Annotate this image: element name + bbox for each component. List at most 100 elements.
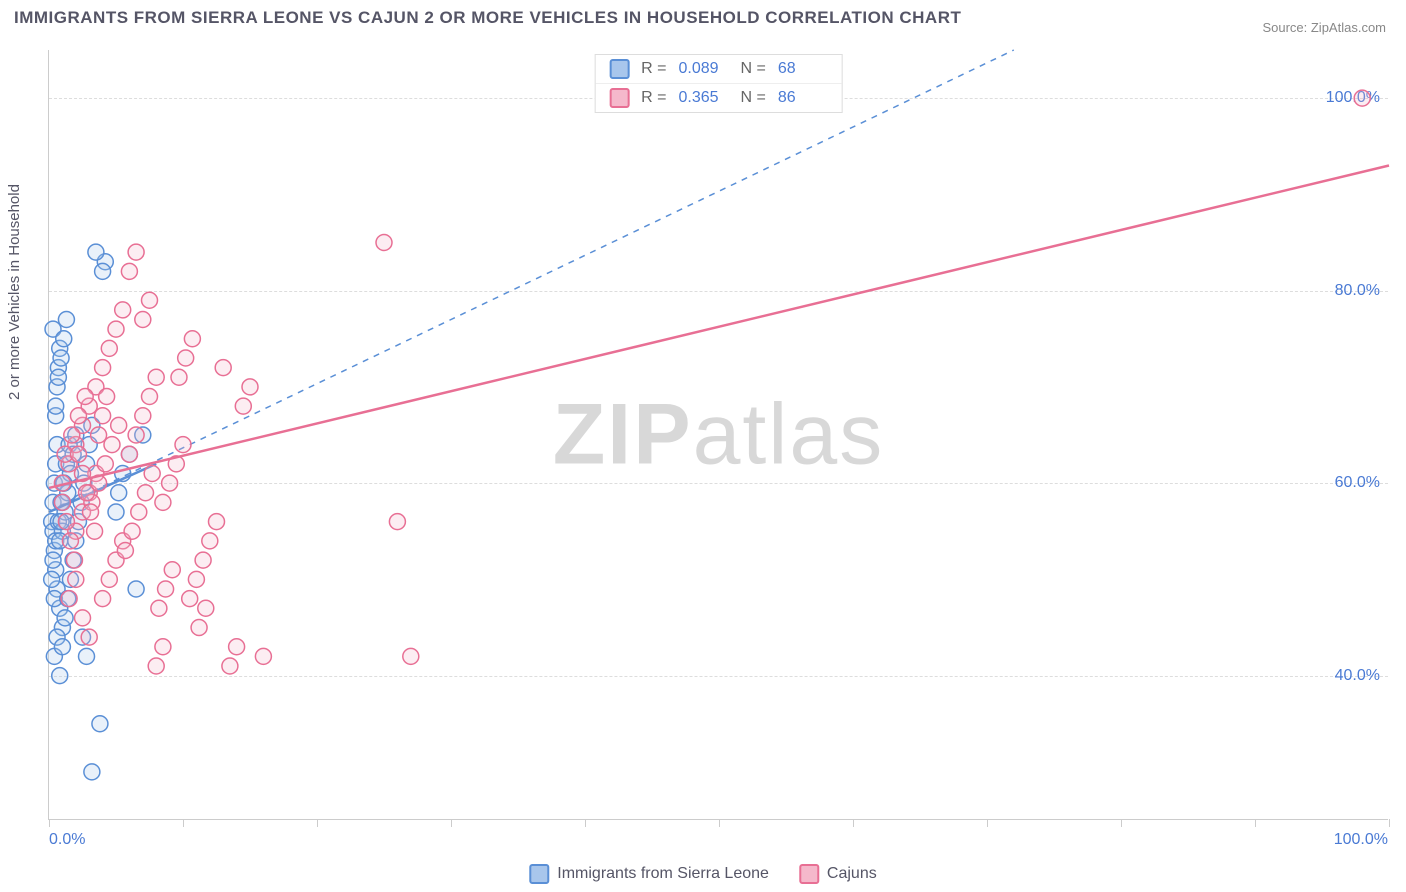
scatter-point bbox=[91, 427, 107, 443]
swatch-series1 bbox=[609, 59, 629, 79]
scatter-point bbox=[95, 408, 111, 424]
scatter-point bbox=[92, 716, 108, 732]
scatter-point bbox=[70, 408, 86, 424]
scatter-point bbox=[131, 504, 147, 520]
scatter-point bbox=[235, 398, 251, 414]
scatter-point bbox=[175, 437, 191, 453]
trendline-solid bbox=[49, 166, 1389, 488]
xtick bbox=[1389, 819, 1390, 827]
scatter-point bbox=[81, 629, 97, 645]
scatter-point bbox=[95, 360, 111, 376]
scatter-point bbox=[45, 552, 61, 568]
scatter-point bbox=[58, 312, 74, 328]
scatter-point bbox=[53, 350, 69, 366]
xtick bbox=[853, 819, 854, 827]
scatter-point bbox=[101, 340, 117, 356]
scatter-point bbox=[135, 408, 151, 424]
scatter-point bbox=[195, 552, 211, 568]
scatter-point bbox=[121, 446, 137, 462]
scatter-point bbox=[222, 658, 238, 674]
scatter-point bbox=[95, 591, 111, 607]
scatter-point bbox=[255, 648, 271, 664]
stats-row-series2: R = 0.365 N = 86 bbox=[595, 83, 842, 112]
scatter-point bbox=[108, 504, 124, 520]
scatter-point bbox=[44, 571, 60, 587]
scatter-point bbox=[108, 321, 124, 337]
scatter-point bbox=[88, 244, 104, 260]
scatter-point bbox=[83, 504, 99, 520]
scatter-point bbox=[155, 639, 171, 655]
scatter-point bbox=[79, 648, 95, 664]
stat-n-value-1: 68 bbox=[778, 60, 828, 78]
scatter-point bbox=[182, 591, 198, 607]
xtick bbox=[1121, 819, 1122, 827]
stats-box: R = 0.089 N = 68 R = 0.365 N = 86 bbox=[594, 54, 843, 113]
scatter-point bbox=[54, 494, 70, 510]
xtick bbox=[585, 819, 586, 827]
xtick bbox=[719, 819, 720, 827]
scatter-point bbox=[50, 369, 66, 385]
scatter-point bbox=[158, 581, 174, 597]
scatter-point bbox=[128, 427, 144, 443]
stat-n-label: N = bbox=[741, 89, 766, 107]
scatter-point bbox=[84, 764, 100, 780]
scatter-point bbox=[137, 485, 153, 501]
stat-r-label: R = bbox=[641, 89, 666, 107]
legend-label-series2: Cajuns bbox=[827, 865, 877, 883]
scatter-point bbox=[202, 533, 218, 549]
scatter-point bbox=[142, 292, 158, 308]
plot-area: ZIPatlas 40.0%60.0%80.0%100.0% R = 0.089… bbox=[48, 50, 1388, 820]
chart-title: IMMIGRANTS FROM SIERRA LEONE VS CAJUN 2 … bbox=[14, 8, 961, 28]
scatter-point bbox=[142, 389, 158, 405]
x-max-label: 100.0% bbox=[1334, 831, 1388, 849]
scatter-point bbox=[58, 514, 74, 530]
scatter-point bbox=[403, 648, 419, 664]
y-axis-label: 2 or more Vehicles in Household bbox=[6, 184, 23, 400]
scatter-point bbox=[57, 610, 73, 626]
stat-r-value-1: 0.089 bbox=[679, 60, 729, 78]
scatter-point bbox=[111, 485, 127, 501]
scatter-point bbox=[178, 350, 194, 366]
xtick bbox=[317, 819, 318, 827]
scatter-point bbox=[151, 600, 167, 616]
scatter-point bbox=[64, 427, 80, 443]
legend-swatch-series1 bbox=[529, 864, 549, 884]
legend-swatch-series2 bbox=[799, 864, 819, 884]
scatter-point bbox=[52, 668, 68, 684]
scatter-point bbox=[56, 331, 72, 347]
scatter-point bbox=[121, 263, 137, 279]
scatter-point bbox=[68, 571, 84, 587]
scatter-point bbox=[117, 543, 133, 559]
x-min-label: 0.0% bbox=[49, 831, 85, 849]
trendline-dashed bbox=[49, 50, 1014, 512]
scatter-point bbox=[87, 523, 103, 539]
scatter-point bbox=[144, 466, 160, 482]
xtick bbox=[1255, 819, 1256, 827]
scatter-point bbox=[162, 475, 178, 491]
swatch-series2 bbox=[609, 88, 629, 108]
scatter-point bbox=[77, 389, 93, 405]
xtick bbox=[183, 819, 184, 827]
scatter-point bbox=[48, 398, 64, 414]
scatter-point bbox=[54, 639, 70, 655]
scatter-point bbox=[128, 244, 144, 260]
scatter-point bbox=[128, 581, 144, 597]
xtick bbox=[987, 819, 988, 827]
scatter-point bbox=[242, 379, 258, 395]
scatter-point bbox=[62, 533, 78, 549]
scatter-point bbox=[1354, 90, 1370, 106]
scatter-point bbox=[95, 263, 111, 279]
scatter-point bbox=[171, 369, 187, 385]
scatter-point bbox=[124, 523, 140, 539]
scatter-point bbox=[111, 417, 127, 433]
bottom-legend: Immigrants from Sierra Leone Cajuns bbox=[529, 864, 876, 884]
scatter-point bbox=[198, 600, 214, 616]
scatter-point bbox=[184, 331, 200, 347]
stat-n-value-2: 86 bbox=[778, 89, 828, 107]
stat-n-label: N = bbox=[741, 60, 766, 78]
scatter-point bbox=[101, 571, 117, 587]
legend-item-series1: Immigrants from Sierra Leone bbox=[529, 864, 769, 884]
scatter-point bbox=[215, 360, 231, 376]
scatter-point bbox=[229, 639, 245, 655]
scatter-point bbox=[155, 494, 171, 510]
